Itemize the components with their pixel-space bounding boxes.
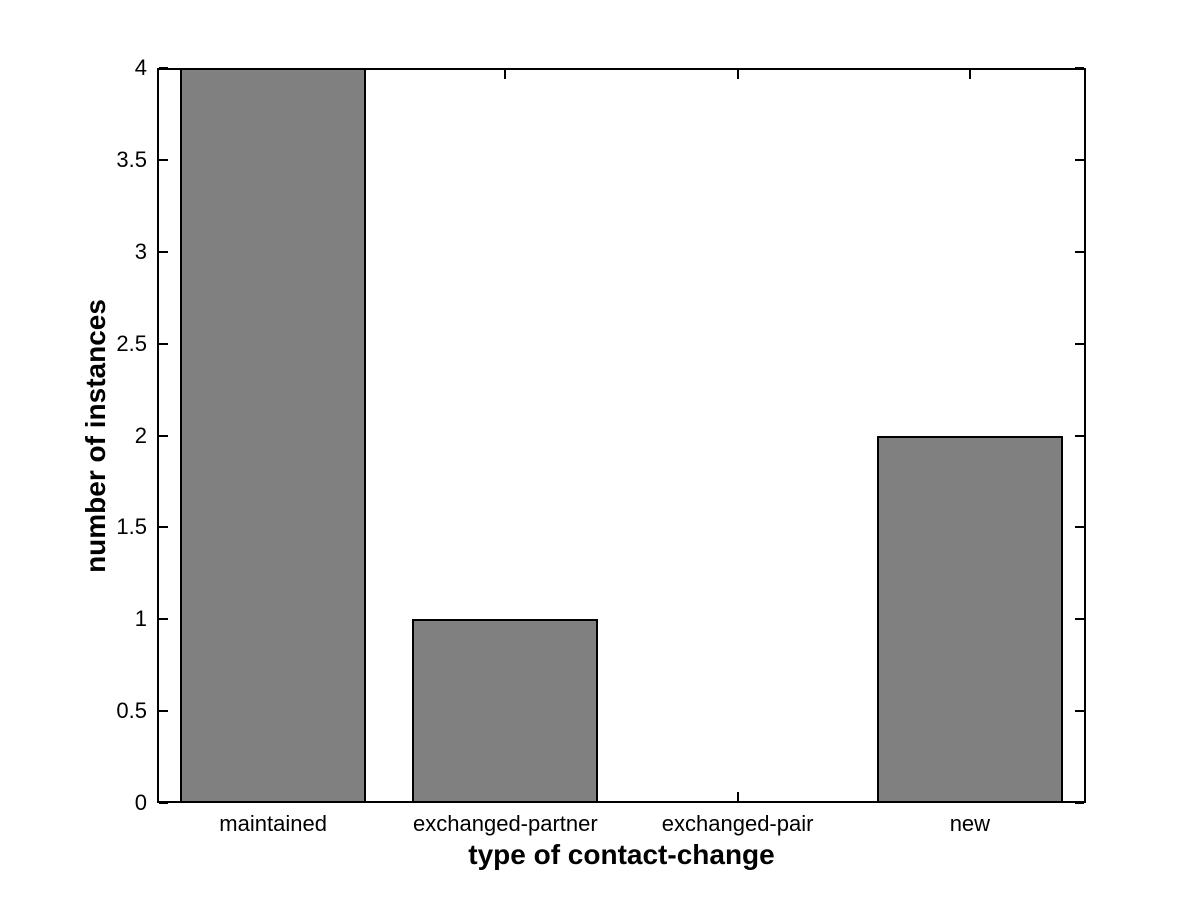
y-tick-label: 3	[134, 238, 147, 264]
y-tick-mark-left	[159, 158, 168, 161]
y-tick-label: 0	[134, 790, 147, 815]
y-tick-label: 1	[134, 606, 147, 632]
y-tick-label: 2.5	[116, 330, 147, 356]
bar-maintained	[180, 68, 367, 803]
y-tick-mark-left	[159, 802, 168, 804]
y-tick-mark-left	[159, 67, 168, 69]
bar-exchanged-partner	[412, 619, 599, 803]
y-tick-mark-right	[1075, 710, 1084, 713]
y-tick-mark-left	[159, 250, 168, 253]
x-tick-label: new	[949, 811, 991, 836]
y-tick-mark-left	[159, 342, 168, 345]
y-tick-mark-right	[1075, 802, 1084, 804]
x-tick-label: maintained	[219, 811, 327, 836]
y-tick-label: 0.5	[116, 698, 147, 724]
y-tick-mark-right	[1075, 67, 1084, 69]
x-tick-mark-top	[504, 70, 507, 79]
y-tick-mark-left	[159, 434, 168, 437]
x-tick-label: exchanged-pair	[661, 811, 814, 836]
y-tick-mark-right	[1075, 526, 1084, 529]
y-tick-mark-right	[1075, 250, 1084, 253]
y-tick-mark-right	[1075, 158, 1084, 161]
y-axis-label: number of instances	[80, 298, 111, 573]
y-tick-mark-right	[1075, 618, 1084, 621]
x-tick-mark-top	[736, 70, 739, 79]
x-tick-mark-top	[968, 70, 971, 79]
y-tick-mark-left	[159, 618, 168, 621]
y-tick-label: 4	[134, 55, 147, 80]
y-tick-label: 1.5	[116, 514, 147, 540]
bar-new	[876, 435, 1063, 803]
y-tick-label: 3.5	[116, 146, 147, 172]
y-tick-label: 2	[134, 422, 147, 448]
y-tick-mark-right	[1075, 342, 1084, 345]
y-tick-mark-right	[1075, 434, 1084, 437]
y-tick-mark-left	[159, 710, 168, 713]
x-tick-label: exchanged-partner	[413, 811, 598, 836]
x-tick-mark-bottom	[736, 792, 739, 801]
x-axis-label: type of contact-change	[468, 839, 775, 870]
plot-area	[157, 68, 1086, 803]
y-tick-mark-left	[159, 526, 168, 529]
